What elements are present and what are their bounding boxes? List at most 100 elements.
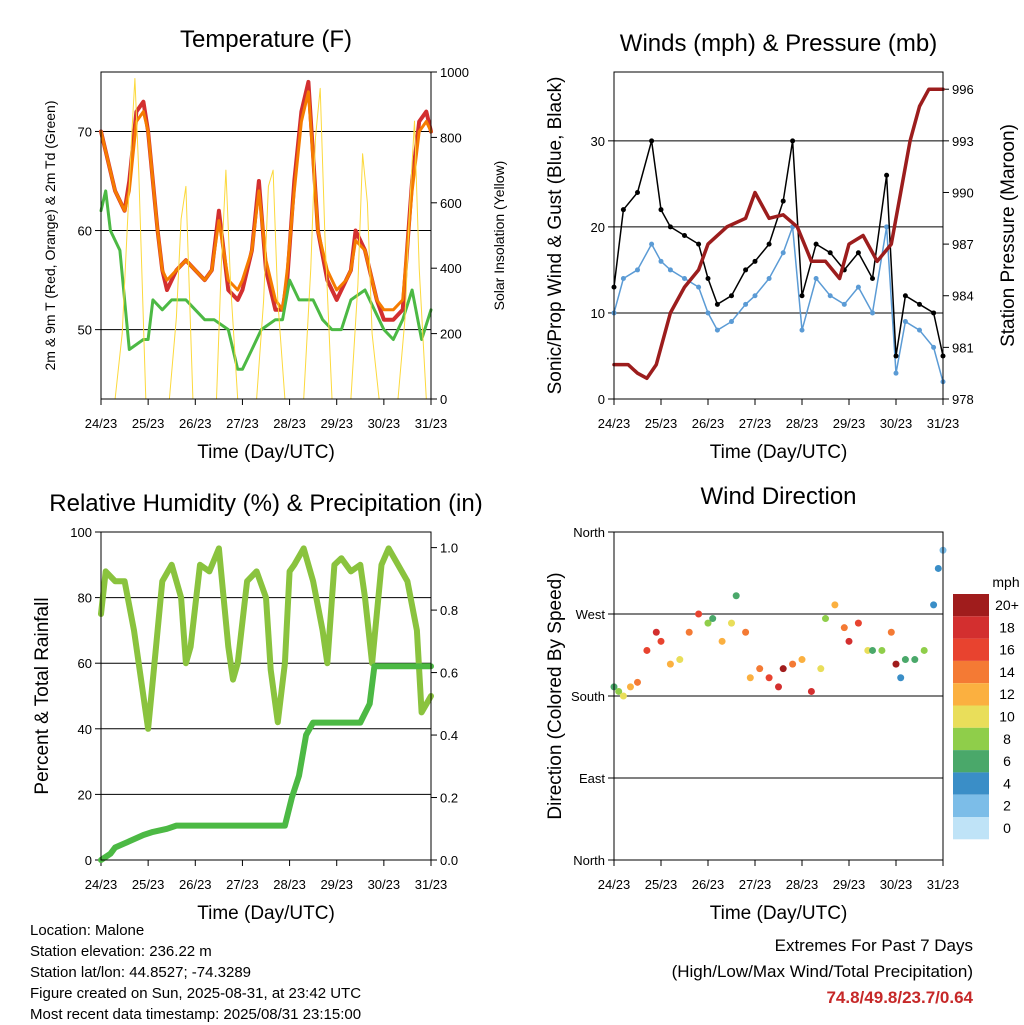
series-point [827, 293, 833, 299]
direction-point [615, 687, 623, 695]
series-point [870, 310, 875, 316]
series-point [743, 301, 749, 307]
direction-point [765, 674, 773, 682]
series-solar [100, 78, 432, 400]
x-tick-label: 24/23 [598, 877, 631, 892]
series-point [884, 172, 890, 178]
series-point [658, 258, 664, 264]
legend-label: 6 [1003, 753, 1011, 769]
y-tick-label: West [576, 607, 606, 622]
series-point [705, 310, 711, 316]
x-tick-label: 27/23 [226, 877, 259, 892]
series-point [752, 293, 758, 299]
plot-frame [100, 71, 432, 400]
x-tick-label: 30/23 [880, 416, 913, 431]
direction-point [643, 646, 651, 654]
series-precip [98, 663, 434, 863]
direction-point [742, 628, 750, 636]
direction-point [657, 637, 665, 645]
direction-point [911, 656, 919, 664]
series-2m-td [99, 189, 433, 371]
x-tick-label: 30/23 [368, 416, 401, 431]
series-point [658, 207, 664, 213]
x-tick-label: 28/23 [273, 877, 306, 892]
legend-label: 0 [1003, 820, 1011, 836]
series-pressure [612, 87, 945, 381]
series-point [667, 224, 673, 230]
x-tick-label: 28/23 [786, 877, 819, 892]
series-point [649, 138, 655, 144]
direction-point [626, 683, 634, 691]
x-tick-label: 29/23 [320, 877, 353, 892]
series-point [931, 310, 937, 316]
plot-frame [613, 71, 944, 400]
x-tick-label: 30/23 [368, 877, 401, 892]
y2-tick-label: 978 [952, 392, 974, 407]
chart-panel-3: Relative Humidity (%) & Precipitation (i… [32, 490, 483, 924]
direction-point [775, 683, 782, 691]
x-tick-label: 28/23 [273, 416, 306, 431]
plot-frame [613, 531, 944, 861]
series-point [790, 138, 796, 144]
speed-legend: mph 20+ 18 16 14 12 10 8 6 4 2 0 [953, 574, 1020, 840]
x-axis-label: Time (Day/UTC) [710, 442, 848, 463]
series-point [902, 293, 908, 299]
series-point [705, 276, 711, 282]
legend-swatch [953, 705, 989, 728]
series-point [714, 327, 720, 333]
chart-panel-2: Winds (mph) & Pressure (mb) 0 10 20 30 978 981… [545, 30, 1019, 463]
direction-point [652, 628, 660, 636]
info-timestamp: Most recent data timestamp: 2025/08/31 2… [30, 1006, 362, 1023]
direction-point [746, 674, 754, 682]
series-point [766, 241, 772, 247]
x-tick-label: 28/23 [786, 416, 819, 431]
series-point [855, 284, 861, 290]
direction-point [704, 619, 712, 627]
info-created: Figure created on Sun, 2025-08-31, at 23… [30, 985, 362, 1002]
direction-point [685, 628, 693, 636]
extremes-values: 74.8/49.8/23.7/0.64 [826, 988, 973, 1007]
y2-tick-label: 0.2 [440, 791, 458, 806]
direction-point [897, 674, 905, 682]
y-tick-label: 0 [598, 392, 605, 407]
series-point [743, 267, 749, 273]
chart-title: Temperature (F) [180, 26, 352, 53]
y2-tick-label: 1.0 [440, 541, 458, 556]
series-point [931, 344, 937, 350]
x-tick-label: 26/23 [179, 877, 212, 892]
x-tick-label: 26/23 [692, 416, 725, 431]
y2-tick-label: 0.4 [440, 728, 458, 743]
y2-tick-label: 0.6 [440, 666, 458, 681]
x-tick-label: 27/23 [226, 416, 259, 431]
y-tick-label: 20 [591, 220, 605, 235]
series-point [827, 250, 833, 256]
extremes-title: Extremes For Past 7 Days [774, 936, 973, 955]
y-tick-label: East [579, 771, 605, 786]
y-axis-label: Sonic/Prop Wind & Gust (Blue, Black) [545, 77, 566, 395]
legend-swatch [953, 616, 989, 639]
series-point [635, 267, 640, 273]
series-rh [98, 545, 434, 732]
series-point [729, 293, 734, 299]
x-tick-label: 31/23 [927, 877, 960, 892]
series-point [696, 241, 702, 247]
x-axis-label: Time (Day/UTC) [710, 903, 848, 924]
y-tick-label: 100 [70, 525, 92, 540]
x-tick-label: 29/23 [833, 416, 866, 431]
legend-swatch [953, 794, 989, 817]
series-point [813, 276, 819, 282]
y-axis-label: Percent & Total Rainfall [32, 597, 53, 794]
chart-title: Wind Direction [700, 483, 856, 510]
direction-point [878, 646, 886, 654]
series-point [682, 233, 687, 238]
legend-label: 14 [999, 664, 1015, 680]
y-tick-label: 40 [78, 722, 92, 737]
x-tick-label: 25/23 [132, 877, 165, 892]
series-point [620, 207, 626, 213]
series-point [855, 250, 861, 256]
x-tick-label: 27/23 [739, 877, 772, 892]
x-tick-label: 29/23 [833, 877, 866, 892]
direction-point [831, 601, 839, 609]
x-tick-label: 31/23 [415, 416, 448, 431]
